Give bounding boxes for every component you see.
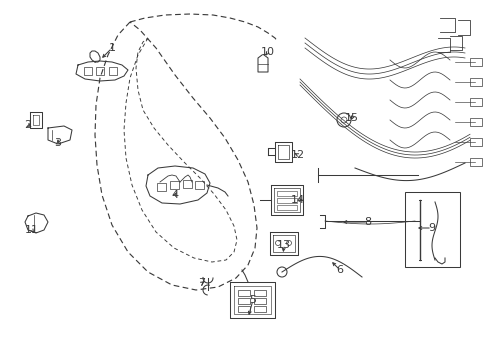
Bar — [157, 183, 165, 191]
Bar — [469, 98, 481, 106]
Bar — [195, 181, 203, 189]
Bar — [276, 205, 296, 210]
Text: 9: 9 — [427, 223, 435, 233]
Bar — [469, 78, 481, 86]
Bar — [276, 191, 296, 196]
Bar — [253, 298, 265, 304]
Bar — [469, 58, 481, 66]
Text: 1: 1 — [108, 43, 115, 53]
Bar — [238, 290, 249, 296]
Bar — [109, 67, 117, 75]
Text: 13: 13 — [276, 240, 290, 250]
Bar — [469, 118, 481, 126]
Text: 10: 10 — [261, 47, 274, 57]
Text: 2: 2 — [24, 120, 32, 130]
Bar — [404, 192, 459, 267]
Bar — [183, 180, 192, 188]
Text: 7: 7 — [198, 278, 205, 288]
Text: 15: 15 — [345, 113, 358, 123]
Text: 5: 5 — [249, 295, 256, 305]
Bar — [238, 306, 249, 312]
Text: 4: 4 — [171, 190, 178, 200]
Bar — [253, 306, 265, 312]
Text: 8: 8 — [364, 217, 371, 227]
Text: 14: 14 — [290, 195, 305, 205]
Bar — [96, 67, 104, 75]
Bar — [238, 298, 249, 304]
Text: 6: 6 — [336, 265, 343, 275]
Text: 3: 3 — [54, 138, 61, 148]
Text: 11: 11 — [25, 225, 39, 235]
Bar — [84, 67, 92, 75]
Bar — [469, 138, 481, 146]
Text: 12: 12 — [290, 150, 305, 160]
Bar — [276, 198, 296, 203]
Bar — [469, 158, 481, 166]
Bar — [253, 290, 265, 296]
Bar — [170, 181, 179, 189]
